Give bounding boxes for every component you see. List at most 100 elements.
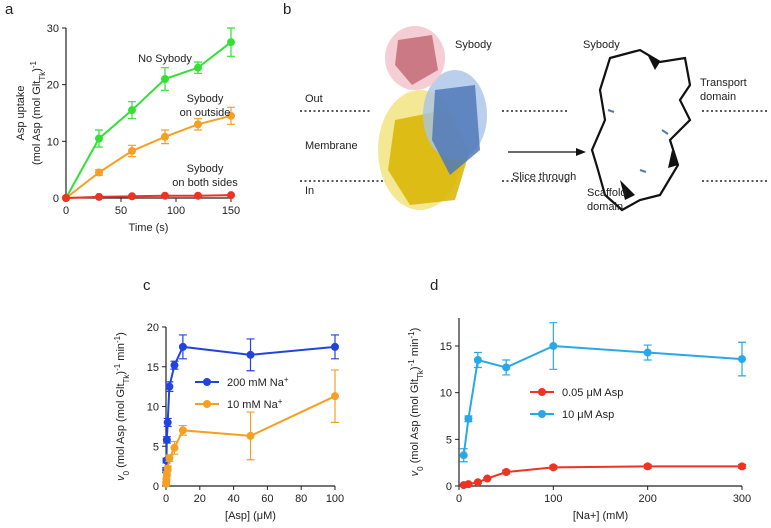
x-tick-label: 100 <box>544 493 562 505</box>
annotation: No Sybody <box>138 53 192 65</box>
point <box>246 431 255 440</box>
legend-swatch <box>203 378 211 386</box>
subscript: Tk <box>122 374 131 384</box>
annotation: Sybody <box>187 163 224 175</box>
point <box>62 194 70 202</box>
panel-label: c <box>143 277 151 294</box>
text-piece: ) <box>409 328 421 332</box>
point <box>227 111 235 120</box>
fit-line <box>462 344 743 456</box>
point <box>464 480 473 489</box>
text-piece: (mol Asp (mol Glt <box>115 383 127 470</box>
chart: d 0 100 200 300 0 5 10 15 [Na+] (mM) v0 (mol Asp (… <box>407 277 752 522</box>
text-piece: ) <box>409 366 421 370</box>
x-axis-label: [Asp] (μM) <box>225 510 276 522</box>
superscript: -1 <box>113 363 122 371</box>
annotation: on outside <box>180 107 231 119</box>
annotation: on both sides <box>172 177 238 189</box>
y-axis-label: v0 (mol Asp (mol GltTk)-1 min-1) <box>407 328 425 477</box>
y-tick-label: 10 <box>440 388 452 400</box>
y-tick-label: 20 <box>47 80 59 92</box>
y-tick-label: 5 <box>446 434 452 446</box>
superscript: -1 <box>29 60 38 68</box>
text-piece: 200 mM Na <box>227 377 285 389</box>
x-tick-label: 40 <box>227 493 239 505</box>
text-piece: ) <box>31 68 43 72</box>
point <box>331 392 339 401</box>
legend-swatch <box>203 400 211 408</box>
fit-line <box>65 41 232 199</box>
y-tick-label: 15 <box>147 362 159 374</box>
point <box>178 342 187 351</box>
legend-swatch <box>538 410 546 418</box>
y-axis-label: (mol Asp (mol GltTk)-1 <box>29 60 47 165</box>
point <box>473 478 482 487</box>
x-tick-label: 300 <box>733 493 751 505</box>
text-piece: ) <box>115 332 127 336</box>
point <box>194 63 202 72</box>
point <box>165 454 174 463</box>
point <box>738 355 746 364</box>
subscript: Tk <box>38 71 47 81</box>
subscript: 0 <box>416 466 425 471</box>
text-piece: Asp uptake <box>15 85 27 140</box>
point <box>331 342 339 351</box>
point <box>95 192 103 201</box>
x-axis-label: Time (s) <box>129 222 169 234</box>
panel-label: d <box>430 277 438 294</box>
point <box>163 464 172 473</box>
y-tick-label: 10 <box>47 136 59 148</box>
point <box>502 363 511 372</box>
text-piece: ) <box>115 371 127 375</box>
label-transport: Transport <box>700 77 747 89</box>
legend-label: 10 mM Na+ <box>227 397 283 412</box>
x-tick-label: 200 <box>638 493 656 505</box>
subscript: 0 <box>122 470 131 475</box>
superscript: -1 <box>407 331 416 339</box>
annotation: Sybody <box>187 93 224 105</box>
sybody-strands <box>395 35 438 85</box>
label-slice: Slice through <box>512 171 576 183</box>
y-tick-label: 15 <box>440 341 452 353</box>
slice-outline <box>590 48 692 212</box>
y-tick-label: 0 <box>53 193 59 205</box>
point <box>165 382 174 391</box>
fit-line <box>65 194 232 199</box>
point <box>128 192 136 201</box>
y-tick-label: 10 <box>147 402 159 414</box>
label-scaffold: Scaffold <box>587 187 627 199</box>
arrowhead <box>576 148 586 156</box>
axis-line <box>458 318 742 487</box>
transport-helices <box>432 85 480 175</box>
point <box>161 191 169 200</box>
text-piece: (mol Asp (mol Glt <box>31 81 43 165</box>
y-tick-label: 0 <box>153 481 159 493</box>
x-tick-label: 0 <box>456 493 462 505</box>
fit-line <box>65 114 232 199</box>
italic: v <box>115 474 127 481</box>
point <box>161 132 169 141</box>
y-axis-label: v0 (mol Asp (mol GltTk)-1 min-1) <box>113 332 131 481</box>
label-in: In <box>305 185 314 197</box>
panel-b: b Out Membrane In Sybody Slice through S… <box>283 1 768 213</box>
label-membrane: Membrane <box>305 140 358 152</box>
y-tick-label: 20 <box>147 322 159 334</box>
point <box>464 414 473 423</box>
x-tick-label: 80 <box>295 493 307 505</box>
point <box>163 418 172 427</box>
point <box>459 451 468 460</box>
superscript: -1 <box>113 335 122 343</box>
text-piece: 10 mM Na <box>227 399 279 411</box>
point <box>161 75 169 83</box>
legend-swatch <box>538 388 546 396</box>
x-tick-label: 100 <box>326 493 344 505</box>
point <box>128 146 136 155</box>
x-axis-label: [Na+] (mM) <box>573 510 628 522</box>
text-piece: (mol Asp (mol Glt <box>409 379 421 466</box>
point <box>178 426 187 435</box>
label-transport: domain <box>700 91 736 103</box>
point <box>643 462 652 471</box>
label-out: Out <box>305 93 323 105</box>
